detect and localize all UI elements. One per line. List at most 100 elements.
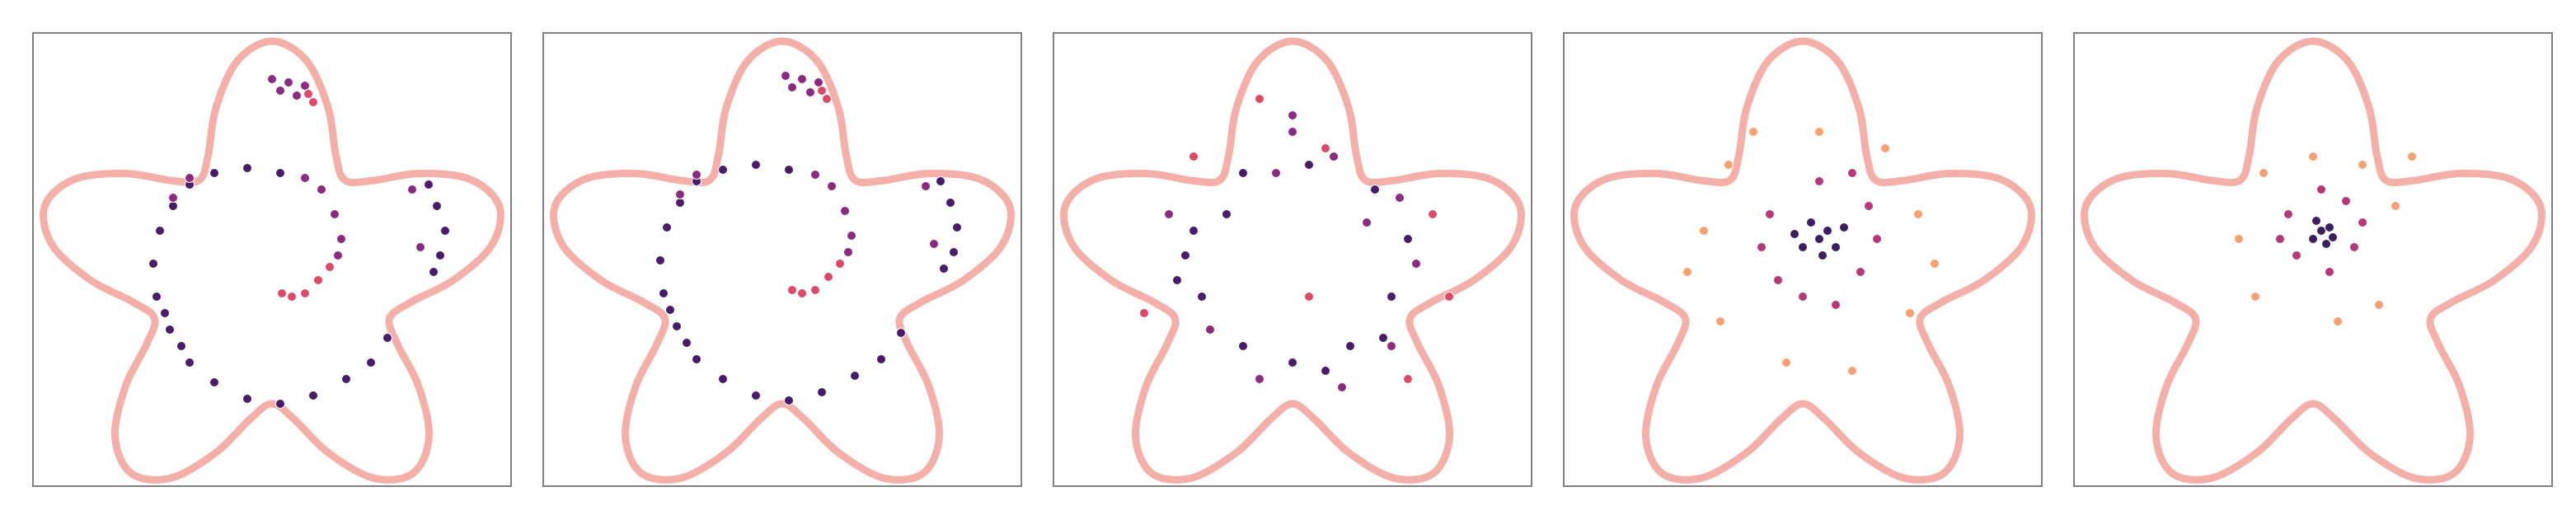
scatter-point — [292, 91, 302, 101]
scatter-point — [1197, 292, 1207, 302]
scatter-point — [822, 94, 832, 104]
scatter-point — [939, 264, 949, 274]
scatter-point — [1337, 382, 1347, 392]
scatter-point — [275, 399, 285, 409]
scatter-point — [1411, 259, 1421, 269]
scatter-point — [168, 193, 178, 203]
scatter-point — [2283, 209, 2293, 219]
boundary-curve — [2081, 37, 2546, 484]
scatter-point — [787, 82, 797, 92]
scatter-point — [1444, 292, 1454, 302]
scatter-point — [1362, 218, 1372, 227]
scatter-point — [945, 198, 955, 208]
scatter-point — [1370, 185, 1380, 194]
panel — [2073, 32, 2553, 487]
scatter-point — [2234, 234, 2244, 244]
scatter-point — [1189, 226, 1199, 236]
scatter-point — [1798, 292, 1808, 302]
scatter-point — [1757, 242, 1767, 252]
scatter-point — [2374, 300, 2384, 310]
scatter-point — [1255, 94, 1265, 104]
scatter-point — [1818, 250, 1828, 260]
scatter-point — [2308, 152, 2318, 162]
scatter-point — [415, 242, 425, 252]
scatter-point — [2308, 234, 2318, 244]
scatter-point — [152, 292, 162, 302]
scatter-point — [781, 71, 791, 81]
scatter-point — [341, 374, 351, 384]
scatter-point — [1189, 152, 1199, 162]
scatter-point — [2341, 196, 2351, 206]
scatter-point — [155, 226, 165, 236]
panel-frame — [1053, 32, 1532, 487]
scatter-point — [435, 250, 445, 260]
panel — [32, 32, 512, 487]
scatter-point — [440, 226, 450, 236]
scatter-point — [1139, 308, 1149, 318]
scatter-point — [325, 262, 335, 272]
scatter-point — [1913, 209, 1923, 219]
scatter-point — [1905, 308, 1915, 318]
scatter-point — [2316, 185, 2326, 194]
scatter-point — [1172, 275, 1182, 285]
scatter-point — [675, 190, 685, 199]
scatter-point — [823, 272, 833, 282]
scatter-point — [2250, 292, 2260, 302]
scatter-point — [1798, 242, 1808, 252]
panel-frame — [542, 32, 1022, 487]
scatter-point — [949, 247, 959, 257]
scatter-point — [303, 89, 313, 99]
scatter-point — [1880, 143, 1890, 153]
scatter-point — [1806, 218, 1816, 227]
scatter-point — [1831, 300, 1841, 310]
panel-frame — [32, 32, 512, 487]
scatter-point — [659, 288, 669, 298]
scatter-point — [751, 391, 761, 400]
scatter-point — [1765, 209, 1775, 219]
scatter-point — [308, 97, 318, 107]
scatter-point — [1831, 242, 1841, 252]
scatter-point — [382, 333, 392, 343]
scatter-point — [2349, 242, 2359, 252]
scatter-point — [850, 371, 860, 381]
scatter-point — [1321, 366, 1330, 376]
scatter-point — [1321, 143, 1330, 153]
scatter-point — [1864, 201, 1874, 211]
scatter-point — [784, 165, 794, 175]
scatter-point — [336, 234, 346, 244]
scatter-point — [1715, 316, 1725, 326]
scatter-point — [662, 222, 672, 232]
panel — [1053, 32, 1532, 487]
scatter-point — [2292, 250, 2302, 260]
scatter-point — [2316, 226, 2326, 236]
scatter-point — [1781, 358, 1791, 368]
scatter-point — [2325, 267, 2334, 277]
scatter-point — [840, 206, 850, 216]
scatter-point — [333, 250, 343, 260]
boundary-curve — [1570, 37, 2035, 484]
scatter-point — [1847, 168, 1857, 178]
scatter-point — [168, 201, 178, 211]
scatter-point — [1345, 341, 1355, 351]
scatter-point — [784, 396, 794, 405]
scatter-point — [1255, 374, 1265, 384]
scatter-point — [330, 209, 340, 219]
scatter-point — [797, 74, 807, 84]
scatter-point — [751, 160, 761, 170]
scatter-point — [1872, 234, 1882, 244]
scatter-point — [277, 288, 287, 298]
scatter-point — [952, 222, 962, 232]
scatter-point — [1164, 209, 1174, 219]
scatter-point — [1271, 168, 1281, 178]
scatter-point — [432, 201, 442, 211]
scatter-point — [209, 168, 219, 178]
scatter-point — [185, 358, 195, 368]
scatter-point — [407, 185, 417, 194]
scatter-point — [2328, 232, 2338, 242]
boundary-curve — [550, 37, 1015, 484]
scatter-point — [655, 255, 665, 265]
scatter-point — [1839, 222, 1849, 232]
scatter-point — [847, 231, 856, 241]
scatter-point — [921, 181, 931, 191]
